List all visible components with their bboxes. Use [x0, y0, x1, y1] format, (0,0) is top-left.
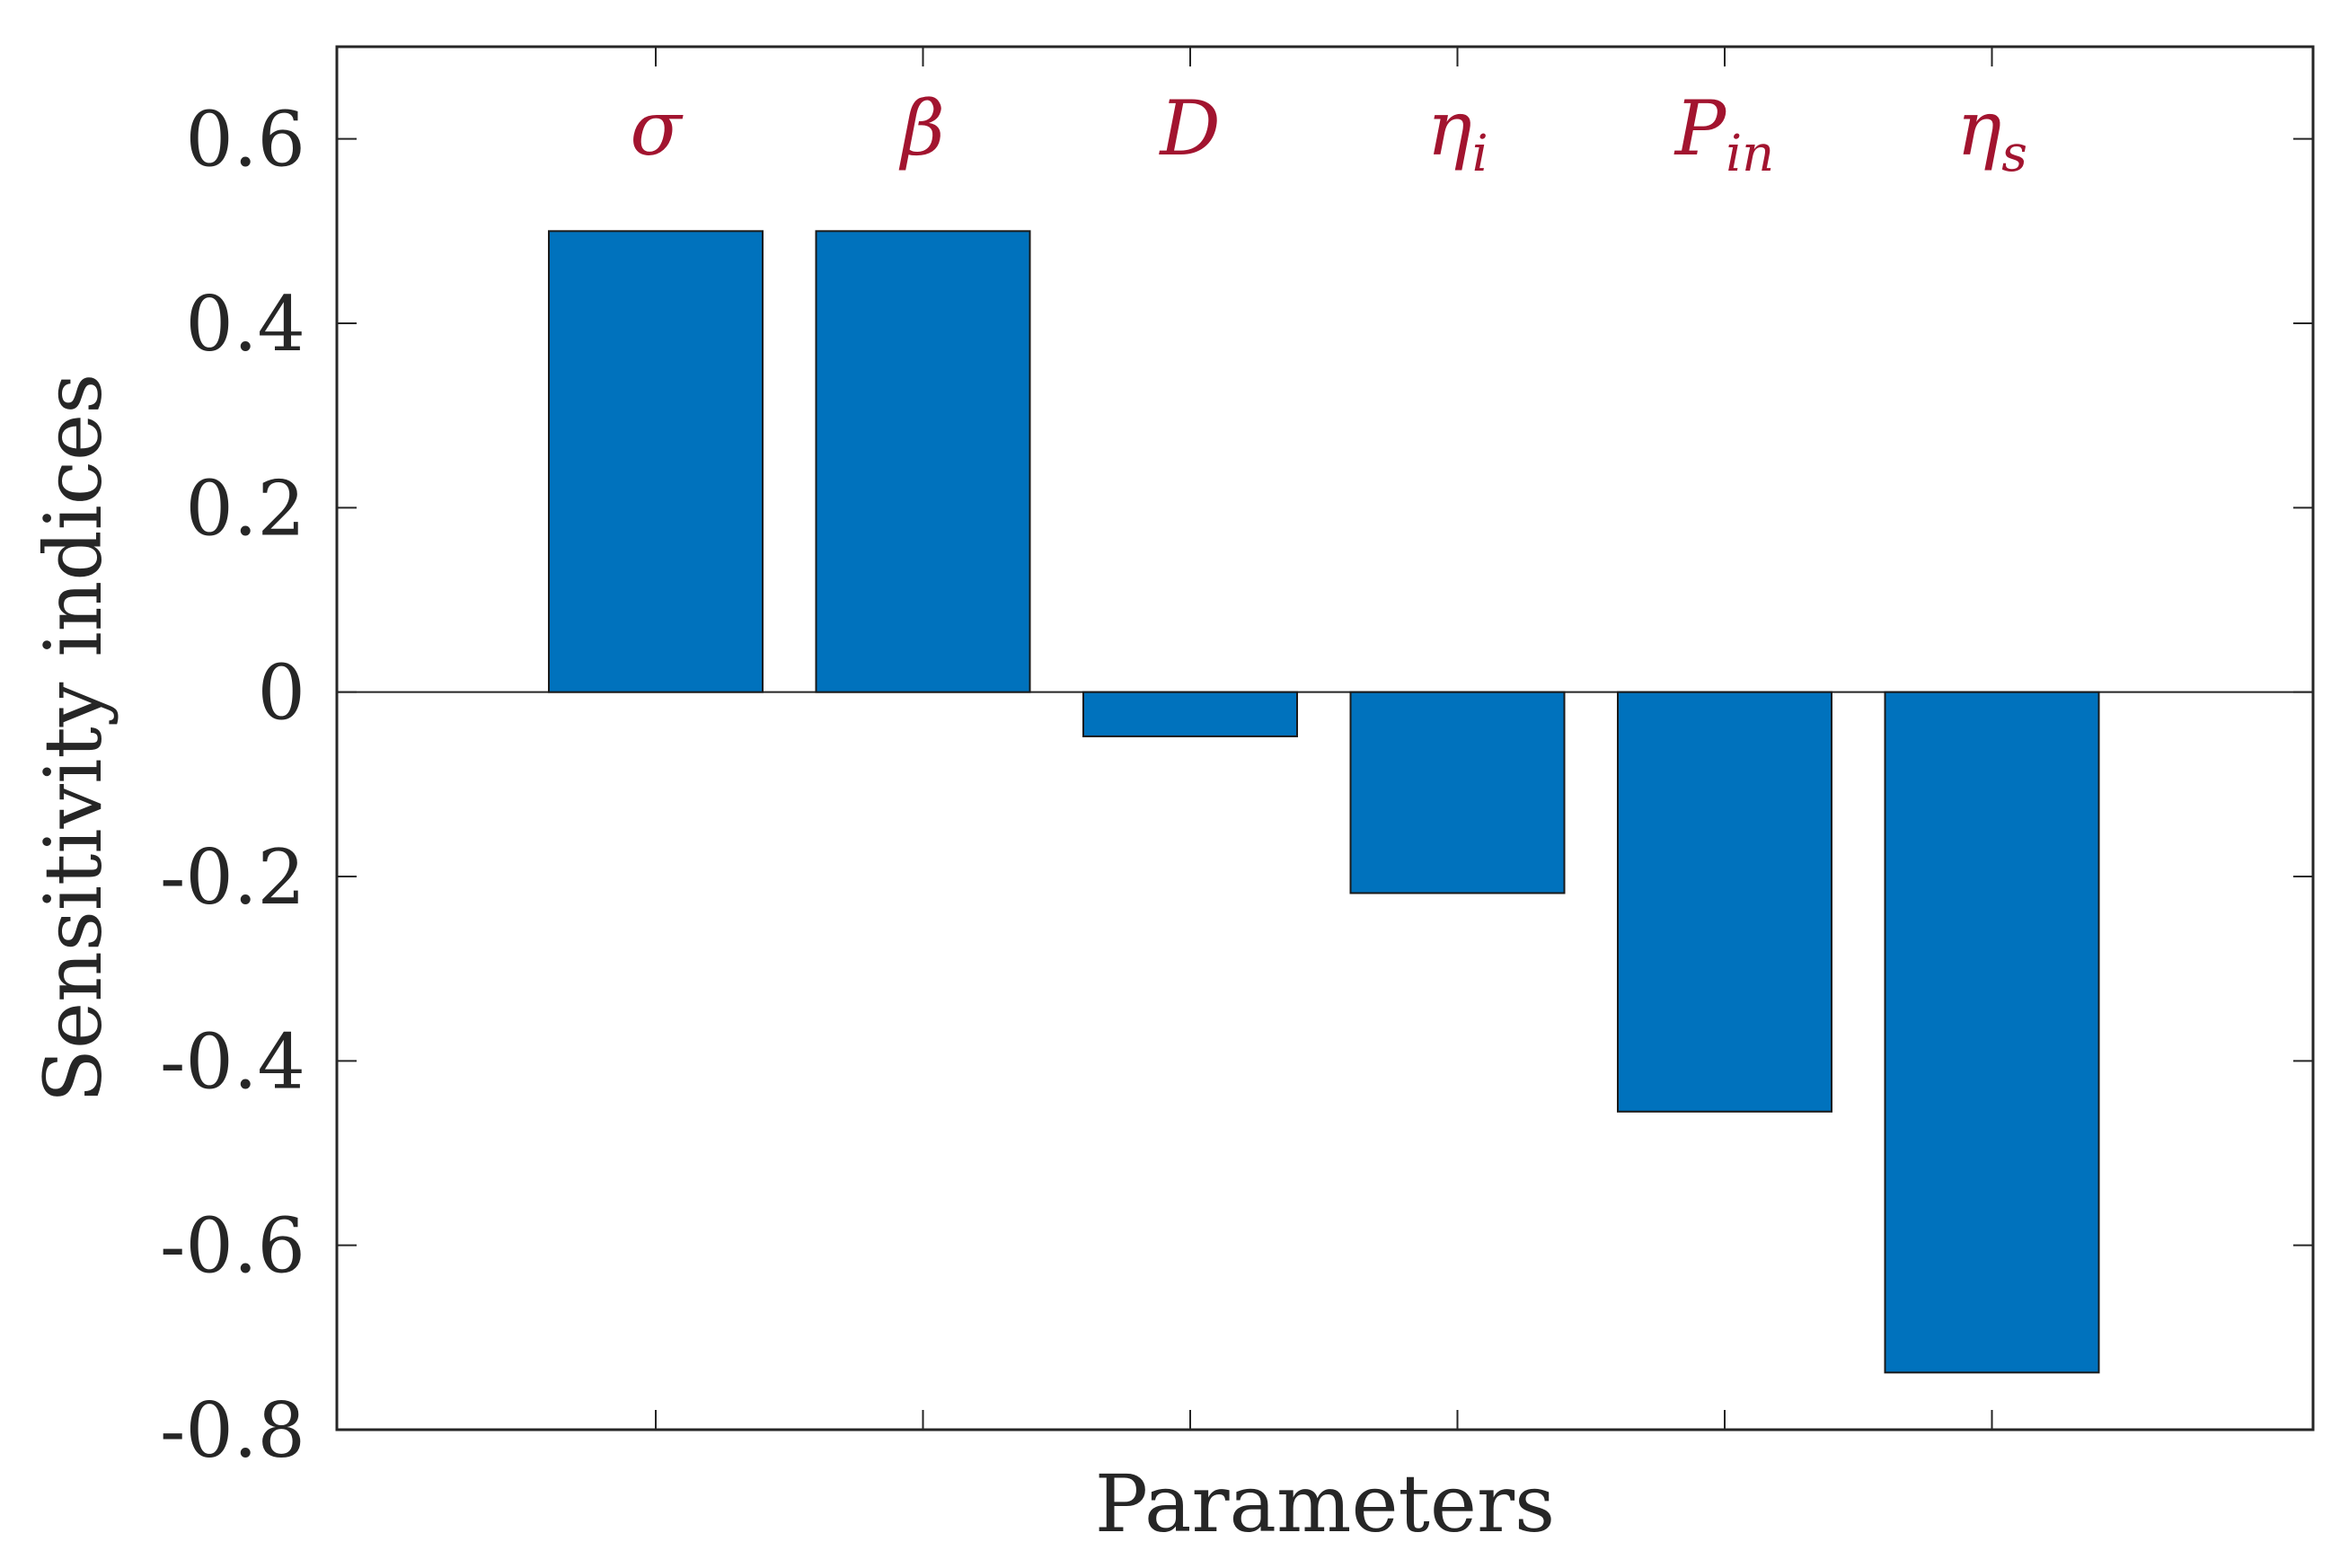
y-tick-label: -0.6 — [160, 1202, 305, 1291]
bar-6 — [1884, 691, 2100, 1374]
y-tick-label: 0.6 — [185, 96, 305, 184]
y-axis-title: Sensitivity indices — [27, 374, 119, 1104]
category-label: β — [898, 84, 945, 172]
y-axis-ticks: 0.6 0.4 0.2 0 -0.2 -0.4 -0.6 -0.8 — [160, 96, 2313, 1475]
bar-2 — [815, 230, 1031, 693]
bar-4 — [1349, 691, 1566, 894]
category-label: ηi — [1426, 84, 1488, 183]
category-label: ηs — [1956, 84, 2027, 183]
y-tick-label: -0.2 — [160, 833, 305, 921]
y-tick-label: 0.2 — [185, 464, 305, 552]
category-label: Pin — [1673, 84, 1775, 183]
bar-1 — [548, 230, 764, 693]
bar-3 — [1082, 691, 1298, 737]
y-tick-label: 0.4 — [185, 280, 305, 368]
x-axis-ticks — [655, 47, 1993, 1430]
x-axis-title: Parameters — [1095, 1458, 1555, 1550]
bars — [548, 230, 2100, 1374]
y-tick-label: -0.4 — [160, 1017, 305, 1106]
bar-5 — [1617, 691, 1832, 1113]
y-tick-label: 0 — [258, 649, 305, 737]
category-label: σ — [630, 84, 684, 172]
category-label: D — [1158, 84, 1220, 172]
y-tick-label: -0.8 — [160, 1387, 305, 1475]
